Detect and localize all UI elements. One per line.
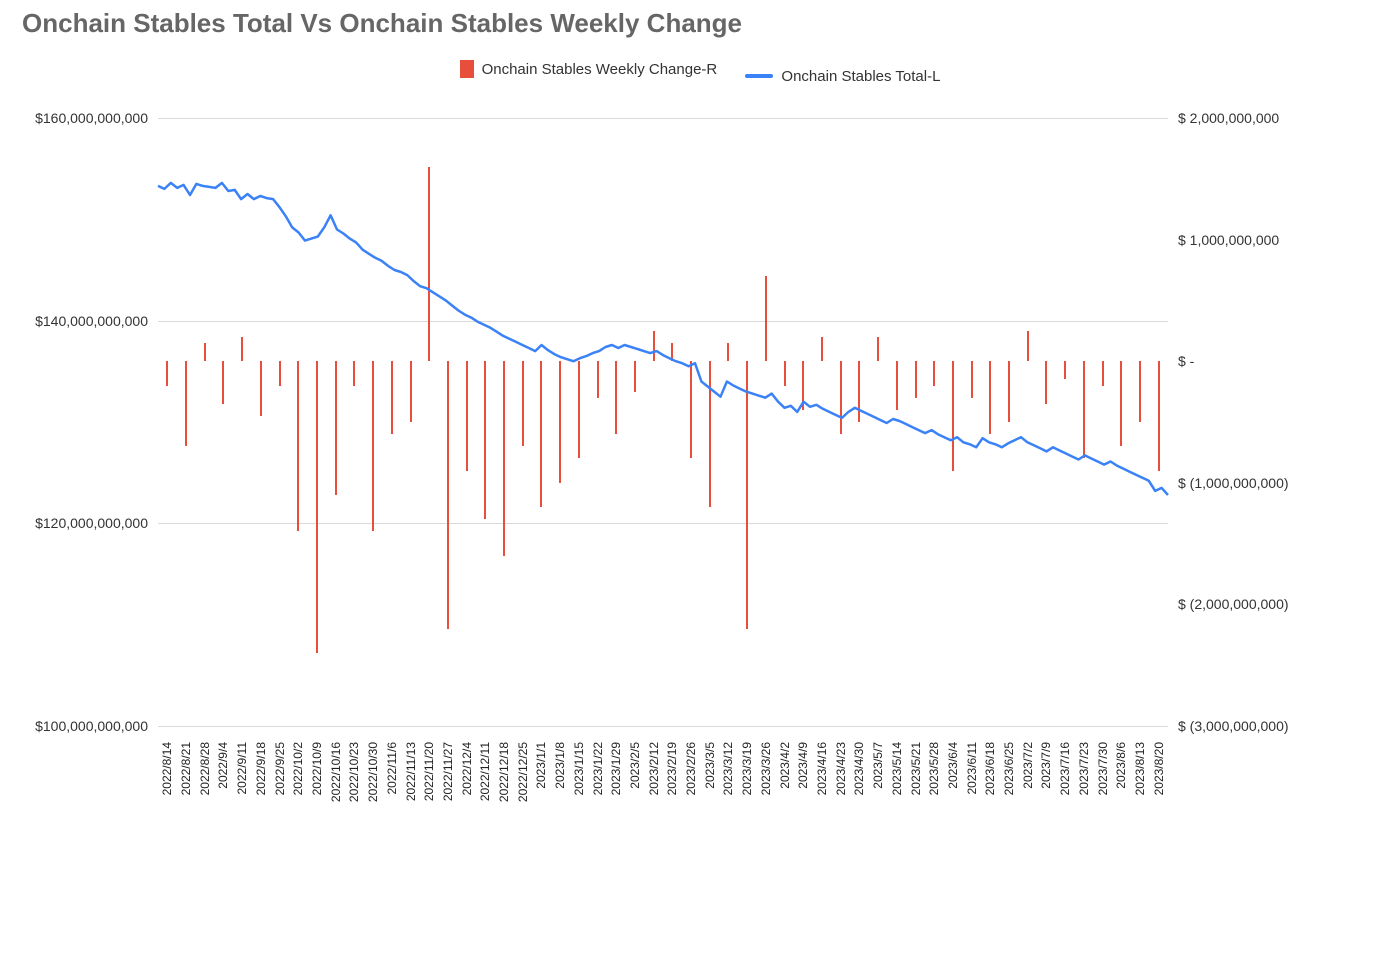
x-tick-label: 2023/4/30 <box>852 742 866 795</box>
x-tick-label: 2023/6/11 <box>965 742 979 795</box>
x-tick-label: 2023/3/26 <box>759 742 773 795</box>
line-path <box>158 183 1168 495</box>
x-tick-label: 2023/8/6 <box>1114 742 1128 789</box>
x-tick-label: 2022/10/2 <box>291 742 305 795</box>
x-tick-label: 2023/3/12 <box>721 742 735 795</box>
y-right-tick-label: $ (3,000,000,000) <box>1178 718 1289 734</box>
x-tick-label: 2023/5/21 <box>909 742 923 795</box>
y-left-tick-label: $140,000,000,000 <box>35 313 148 329</box>
x-tick-label: 2022/8/28 <box>198 742 212 795</box>
plot-area: $100,000,000,000$120,000,000,000$140,000… <box>158 118 1168 726</box>
x-tick-label: 2022/12/18 <box>497 742 511 802</box>
x-tick-label: 2023/5/14 <box>890 742 904 795</box>
x-tick-label: 2022/10/9 <box>310 742 324 795</box>
chart-title: Onchain Stables Total Vs Onchain Stables… <box>22 8 742 39</box>
x-tick-label: 2022/12/4 <box>460 742 474 795</box>
x-tick-label: 2023/6/25 <box>1002 742 1016 795</box>
x-tick-label: 2023/4/2 <box>778 742 792 789</box>
x-tick-label: 2022/10/16 <box>329 742 343 802</box>
chart-legend: Onchain Stables Weekly Change-R Onchain … <box>0 60 1400 85</box>
x-tick-label: 2022/9/4 <box>216 742 230 789</box>
y-right-tick-label: $ 2,000,000,000 <box>1178 110 1279 126</box>
y-right-tick-label: $ - <box>1178 353 1194 369</box>
x-tick-label: 2022/10/30 <box>366 742 380 802</box>
y-right-tick-label: $ (2,000,000,000) <box>1178 596 1289 612</box>
x-tick-label: 2023/6/18 <box>983 742 997 795</box>
y-right-tick-label: $ 1,000,000,000 <box>1178 232 1279 248</box>
x-tick-label: 2022/9/11 <box>235 742 249 795</box>
legend-label-line: Onchain Stables Total-L <box>781 68 940 85</box>
x-tick-label: 2023/3/5 <box>703 742 717 789</box>
x-tick-label: 2022/9/18 <box>254 742 268 795</box>
x-tick-label: 2022/9/25 <box>273 742 287 795</box>
x-tick-label: 2023/3/19 <box>740 742 754 795</box>
x-tick-label: 2023/5/7 <box>871 742 885 789</box>
x-tick-label: 2023/2/19 <box>665 742 679 795</box>
x-tick-label: 2022/11/27 <box>441 742 455 801</box>
x-tick-label: 2022/12/11 <box>478 742 492 801</box>
x-tick-label: 2023/4/9 <box>796 742 810 789</box>
x-tick-label: 2023/1/15 <box>572 742 586 795</box>
x-tick-label: 2023/4/23 <box>834 742 848 795</box>
x-tick-label: 2023/7/23 <box>1077 742 1091 795</box>
x-tick-label: 2023/2/26 <box>684 742 698 795</box>
x-tick-label: 2023/5/28 <box>927 742 941 795</box>
x-tick-label: 2023/8/20 <box>1152 742 1166 795</box>
line-series <box>158 118 1168 726</box>
x-tick-label: 2023/7/16 <box>1058 742 1072 795</box>
x-tick-label: 2023/2/12 <box>647 742 661 795</box>
y-right-tick-label: $ (1,000,000,000) <box>1178 475 1289 491</box>
legend-item-line: Onchain Stables Total-L <box>745 68 940 85</box>
legend-label-bar: Onchain Stables Weekly Change-R <box>482 61 718 78</box>
x-tick-label: 2022/8/21 <box>179 742 193 795</box>
x-tick-label: 2023/4/16 <box>815 742 829 795</box>
chart-container: Onchain Stables Total Vs Onchain Stables… <box>0 0 1400 959</box>
x-tick-label: 2023/1/29 <box>609 742 623 795</box>
y-left-tick-label: $100,000,000,000 <box>35 718 148 734</box>
x-tick-label: 2023/7/9 <box>1039 742 1053 789</box>
x-tick-label: 2023/1/1 <box>534 742 548 789</box>
legend-swatch-line <box>745 74 773 78</box>
x-tick-label: 2023/7/30 <box>1096 742 1110 795</box>
legend-item-bar: Onchain Stables Weekly Change-R <box>460 60 718 78</box>
x-tick-label: 2022/8/14 <box>160 742 174 795</box>
x-tick-label: 2022/10/23 <box>347 742 361 802</box>
x-tick-label: 2022/11/6 <box>385 742 399 795</box>
y-left-tick-label: $160,000,000,000 <box>35 110 148 126</box>
x-tick-label: 2023/1/8 <box>553 742 567 789</box>
x-tick-label: 2022/12/25 <box>516 742 530 802</box>
x-tick-label: 2023/1/22 <box>591 742 605 795</box>
x-tick-label: 2022/11/20 <box>422 742 436 801</box>
y-left-tick-label: $120,000,000,000 <box>35 515 148 531</box>
x-tick-label: 2022/11/13 <box>404 742 418 801</box>
x-tick-label: 2023/8/13 <box>1133 742 1147 795</box>
x-tick-label: 2023/2/5 <box>628 742 642 789</box>
x-tick-label: 2023/6/4 <box>946 742 960 789</box>
legend-swatch-bar <box>460 60 474 78</box>
x-tick-label: 2023/7/2 <box>1021 742 1035 789</box>
